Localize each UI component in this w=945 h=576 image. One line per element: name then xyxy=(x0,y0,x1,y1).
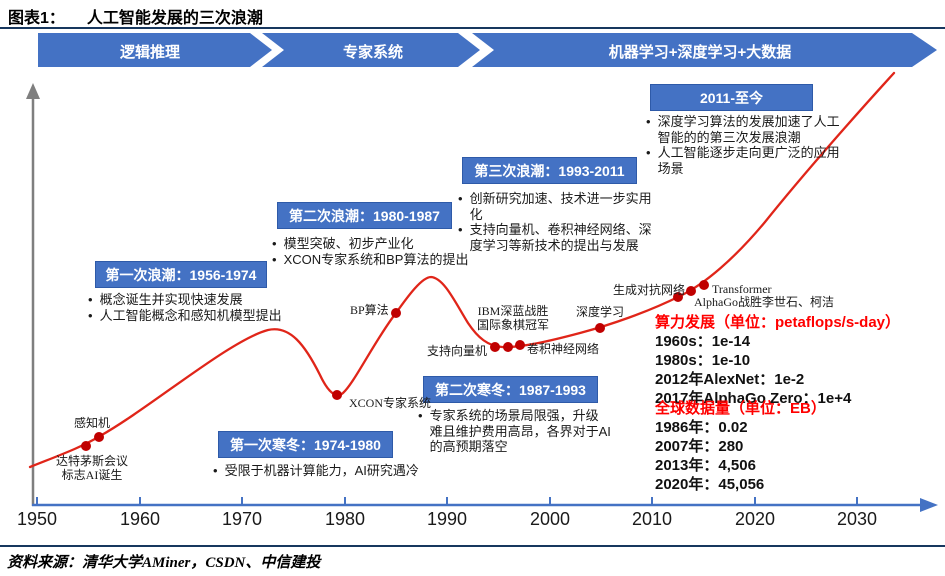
winter1-header: 第一次寒冬：1974-1980 xyxy=(218,431,393,458)
x-tick-1990: 1990 xyxy=(426,509,468,529)
winter2-header: 第二次寒冬：1987-1993 xyxy=(423,376,598,403)
x-tick-1970: 1970 xyxy=(221,509,263,529)
x-tick-1960: 1960 xyxy=(119,509,161,529)
data-volume-block: 全球数据量（单位：EB） 1986年：0.02 2007年：280 2013年：… xyxy=(655,399,826,494)
x-tick-2020: 2020 xyxy=(734,509,776,529)
data-volume-line-1: 1986年：0.02 xyxy=(655,419,748,436)
y-axis-arrowhead xyxy=(26,83,40,99)
milestone-label-alphago: AlphaGo战胜李世石、柯洁 xyxy=(694,295,834,309)
x-tick-2010: 2010 xyxy=(631,509,673,529)
compute-line-1: 1960s：1e-14 xyxy=(655,333,751,350)
milestone-label-deeplearning: 深度学习 xyxy=(576,305,625,319)
wave4-bullets: 深度学习算法的发展加速了人工智能的的第三次发展浪潮 人工智能逐步走向更广泛的应用… xyxy=(644,114,840,176)
x-tick-1950: 1950 xyxy=(16,509,58,529)
data-volume-title: 全球数据量（单位：EB） xyxy=(655,400,826,417)
wave4-bullet-1: 深度学习算法的发展加速了人工智能的的第三次发展浪潮 xyxy=(657,114,840,145)
x-axis-ticks xyxy=(36,497,858,505)
milestone-label-cnn: 卷积神经网络 xyxy=(527,342,600,356)
milestone-label-xcon: XCON专家系统 xyxy=(349,396,432,410)
wave1-bullet-2: 人工智能概念和感知机模型提出 xyxy=(99,307,282,323)
wave1-bullets: 概念诞生并实现快速发展 人工智能概念和感知机模型提出 xyxy=(86,292,366,323)
wave2-header: 第二次浪潮：1980-1987 xyxy=(277,202,452,229)
milestone-label-dartmouth: 达特茅斯会议 标志AI诞生 xyxy=(55,454,128,482)
compute-block: 算力发展（单位：petaflops/s-day） 1960s：1e-14 198… xyxy=(655,313,900,408)
winter1-bullets: 受限于机器计算能力，AI研究遇冷 xyxy=(211,463,511,479)
milestone-label-transformer: Transformer xyxy=(712,282,772,296)
wave1-header: 第一次浪潮：1956-1974 xyxy=(95,261,267,288)
x-axis-arrowhead xyxy=(920,498,938,512)
data-volume-line-3: 2013年：4,506 xyxy=(655,457,756,474)
figure-title: 人工智能发展的三次浪潮 xyxy=(86,10,263,27)
compute-line-4: 2017年AlphaGo Zero：1e+4 xyxy=(655,390,852,407)
wave2-bullet-1: 模型突破、初步产业化 xyxy=(283,236,414,251)
x-tick-1980: 1980 xyxy=(324,509,366,529)
data-volume-line-2: 2007年：280 xyxy=(655,438,744,455)
wave3-header: 第三次浪潮：1993-2011 xyxy=(462,157,637,184)
wave2-bullets: 模型突破、初步产业化 XCON专家系统和BP算法的提出 xyxy=(270,236,530,267)
wave4-header: 2011-至今 xyxy=(650,84,813,111)
era-label-expert: 专家系统 xyxy=(342,44,403,61)
milestone-label-deepblue: IBM深蓝战胜 国际象棋冠军 xyxy=(476,304,549,332)
era-label-ml: 机器学习+深度学习+大数据 xyxy=(608,44,792,61)
x-tick-2030: 2030 xyxy=(836,509,878,529)
wave4-bullet-2: 人工智能逐步走向更广泛的应用场景 xyxy=(657,145,840,176)
figure-title-row: 图表1： 人工智能发展的三次浪潮 xyxy=(8,4,263,28)
source-note: 资料来源：清华大学AMiner，CSDN、中信建投 xyxy=(7,555,321,571)
top-rule xyxy=(0,27,945,29)
winter2-bullet-1: 专家系统的场景局限强，升级难且维护费用高昂，各界对于AI的高预期落空 xyxy=(429,408,611,454)
wave2-bullet-2: XCON专家系统和BP算法的提出 xyxy=(283,251,469,267)
wave3-bullet-1: 创新研究加速、技术进一步实用化 xyxy=(469,191,652,222)
winter2-bullets: 专家系统的场景局限强，升级难且维护费用高昂，各界对于AI的高预期落空 xyxy=(416,408,611,455)
wave1-bullet-1: 概念诞生并实现快速发展 xyxy=(99,292,243,307)
era-label-logic: 逻辑推理 xyxy=(119,44,180,61)
data-volume-line-4: 2020年：45,056 xyxy=(655,476,765,493)
milestone-label-gan: 生成对抗网络 xyxy=(613,283,686,297)
x-tick-2000: 2000 xyxy=(529,509,571,529)
bottom-rule xyxy=(0,545,945,547)
wave3-bullet-2: 支持向量机、卷积神经网络、深度学习等新技术的提出与发展 xyxy=(469,222,652,253)
compute-title: 算力发展（单位：petaflops/s-day） xyxy=(655,314,901,331)
winter1-bullet-1: 受限于机器计算能力，AI研究遇冷 xyxy=(224,463,419,478)
compute-line-3: 2012年AlexNet：1e-2 xyxy=(655,371,805,388)
figure-number-label: 图表1： xyxy=(8,10,65,27)
milestone-label-svm: 支持向量机 xyxy=(427,344,488,358)
compute-line-2: 1980s：1e-10 xyxy=(655,352,751,369)
wave3-bullets: 创新研究加速、技术进一步实用化 支持向量机、卷积神经网络、深度学习等新技术的提出… xyxy=(456,191,663,253)
milestone-label-bp: BP算法 xyxy=(350,303,389,317)
milestone-label-perceptron: 感知机 xyxy=(73,416,110,430)
